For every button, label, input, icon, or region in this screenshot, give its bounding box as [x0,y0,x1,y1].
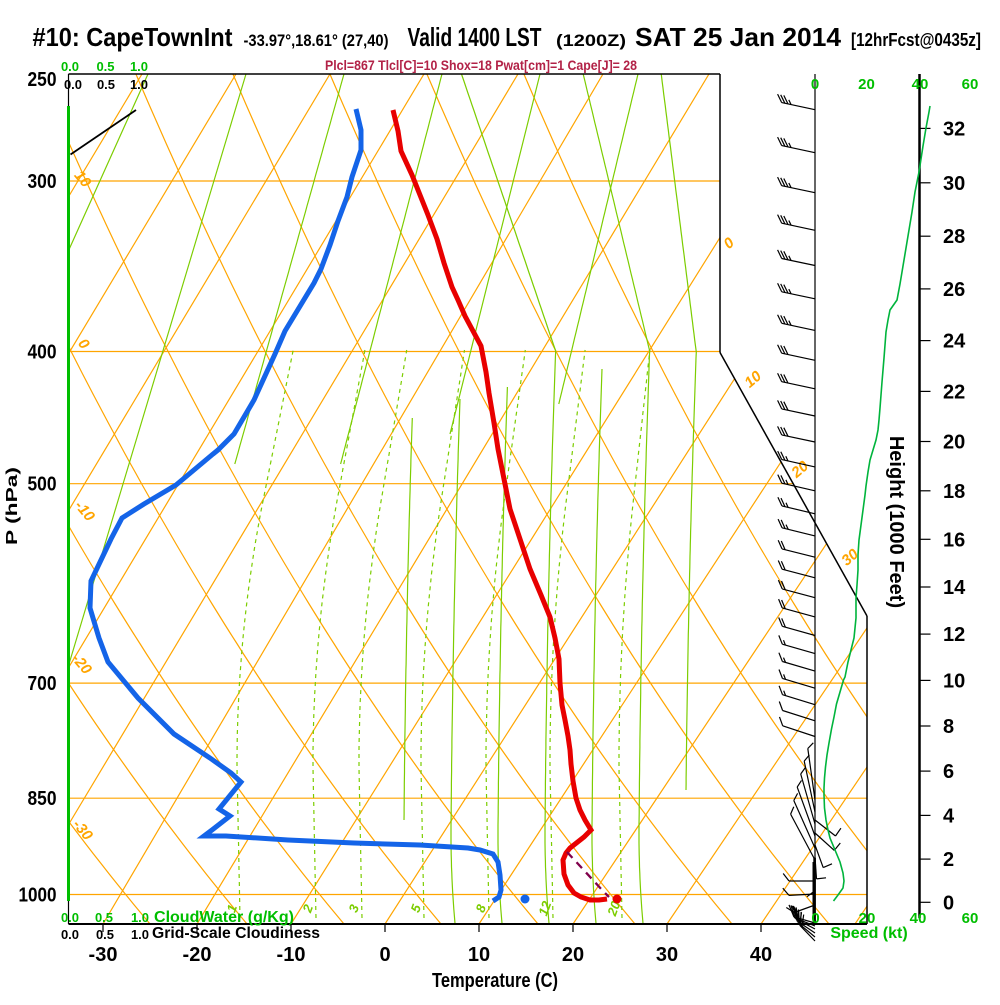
svg-text:28: 28 [943,226,965,248]
svg-text:14: 14 [943,577,966,599]
svg-text:1.0: 1.0 [130,77,148,92]
svg-text:0: 0 [811,76,819,93]
svg-text:60: 60 [962,76,979,93]
svg-text:30: 30 [656,944,678,966]
svg-text:[12hrFcst@0435z]: [12hrFcst@0435z] [851,30,981,50]
svg-text:0.5: 0.5 [95,910,113,925]
svg-text:0.0: 0.0 [61,59,79,74]
svg-text:Plcl=867 Tlcl[C]=10 Shox=18 Pw: Plcl=867 Tlcl[C]=10 Shox=18 Pwat[cm]=1 C… [325,57,637,73]
svg-text:Height (1000 Feet): Height (1000 Feet) [885,436,907,608]
svg-text:6: 6 [943,761,954,783]
svg-text:18: 18 [943,481,965,503]
svg-text:0.0: 0.0 [64,77,82,92]
svg-text:20: 20 [562,944,584,966]
svg-text:CloudWater (g/Kg): CloudWater (g/Kg) [154,909,294,926]
svg-text:300: 300 [28,171,57,193]
svg-text:40: 40 [912,76,929,93]
svg-text:-10: -10 [277,944,306,966]
svg-text:1000: 1000 [19,885,57,907]
svg-text:0: 0 [811,910,819,927]
svg-text:12: 12 [943,624,965,646]
svg-text:60: 60 [962,910,979,927]
svg-text:-20: -20 [183,944,212,966]
svg-text:Grid-Scale Cloudiness: Grid-Scale Cloudiness [152,925,320,942]
svg-text:700: 700 [28,673,57,695]
svg-text:0.5: 0.5 [97,77,115,92]
svg-text:250: 250 [28,69,57,91]
svg-text:Temperature (C): Temperature (C) [432,970,558,992]
svg-text:0: 0 [379,944,390,966]
svg-text:0.0: 0.0 [61,910,79,925]
svg-text:850: 850 [28,788,57,810]
svg-text:-33.97°,18.61° (27,40): -33.97°,18.61° (27,40) [244,31,389,50]
svg-text:10: 10 [943,670,965,692]
svg-text:4: 4 [943,805,955,827]
svg-text:8: 8 [943,716,954,738]
svg-text:400: 400 [28,342,57,364]
svg-text:-30: -30 [89,944,118,966]
svg-text:26: 26 [943,279,965,301]
svg-text:1.0: 1.0 [131,910,149,925]
svg-text:#10: CapeTownInt: #10: CapeTownInt [33,22,233,52]
svg-text:Valid 1400 LST: Valid 1400 LST [408,22,542,52]
svg-text:40: 40 [750,944,772,966]
svg-text:P (hPa): P (hPa) [4,467,21,545]
svg-text:SAT 25 Jan 2014: SAT 25 Jan 2014 [635,22,842,52]
svg-text:40: 40 [910,910,927,927]
svg-text:0: 0 [943,892,954,914]
svg-text:30: 30 [943,173,965,195]
svg-text:16: 16 [943,529,965,551]
svg-text:(1200Z): (1200Z) [556,31,626,50]
svg-text:2: 2 [943,849,954,871]
svg-text:0.5: 0.5 [96,927,114,942]
svg-text:500: 500 [28,474,57,496]
svg-text:20: 20 [943,432,965,454]
svg-text:1.0: 1.0 [130,59,148,74]
svg-text:0.0: 0.0 [61,927,79,942]
svg-text:20: 20 [858,76,875,93]
svg-text:24: 24 [943,331,966,353]
svg-text:32: 32 [943,118,965,140]
svg-text:1.0: 1.0 [131,927,149,942]
svg-text:10: 10 [468,944,490,966]
svg-text:Speed (kt): Speed (kt) [830,925,907,942]
svg-text:22: 22 [943,381,965,403]
svg-text:0.5: 0.5 [96,59,114,74]
